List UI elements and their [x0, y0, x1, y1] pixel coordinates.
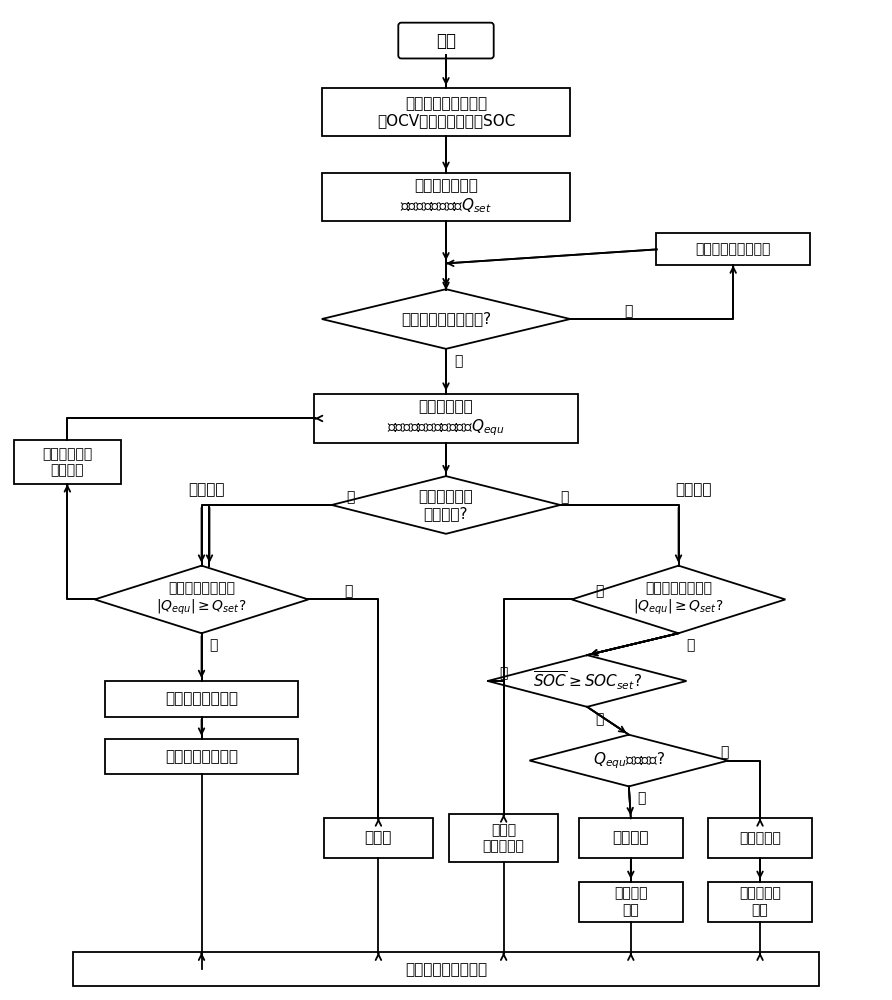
Text: 获取电压、电流信息
由OCV标定电池组初始SOC: 获取电压、电流信息 由OCV标定电池组初始SOC	[376, 96, 516, 128]
Text: $\overline{SOC}\geq SOC_{set}$?: $\overline{SOC}\geq SOC_{set}$?	[533, 670, 641, 692]
Text: 否: 否	[346, 490, 355, 504]
Bar	[73, 952, 819, 986]
Bar	[657, 233, 810, 265]
Text: 是: 是	[210, 638, 218, 652]
Text: 是: 是	[560, 490, 568, 504]
Text: 控制器接收到
充电信号?: 控制器接收到 充电信号?	[418, 489, 474, 521]
Text: 开始: 开始	[436, 32, 456, 50]
Text: 是: 是	[454, 354, 462, 368]
Text: 满足电池一致性要求?: 满足电池一致性要求?	[401, 312, 491, 327]
Text: 进行故障监测
更新各单体对应均衡电量$Q_{equ}$: 进行故障监测 更新各单体对应均衡电量$Q_{equ}$	[387, 399, 505, 438]
Text: 否: 否	[720, 746, 729, 760]
Polygon shape	[322, 289, 570, 349]
Bar	[13, 440, 121, 484]
Text: 否: 否	[500, 666, 508, 680]
Text: 初始化均衡系统
设定均衡电量阈值$Q_{set}$: 初始化均衡系统 设定均衡电量阈值$Q_{set}$	[400, 178, 492, 215]
Text: 低容量故障
分级: 低容量故障 分级	[739, 887, 781, 917]
Bar	[579, 818, 683, 858]
Bar	[449, 814, 558, 862]
Text: 短路或低容量故障: 短路或低容量故障	[165, 691, 238, 706]
Text: 发送故障预警信号: 发送故障预警信号	[165, 749, 238, 764]
Text: 否: 否	[595, 584, 603, 598]
Bar	[314, 394, 578, 443]
Bar	[579, 882, 683, 922]
Text: 短路或
低容量故障: 短路或 低容量故障	[483, 823, 524, 853]
Bar	[322, 173, 570, 221]
Bar	[104, 681, 299, 717]
Text: 短路电阻
估计: 短路电阻 估计	[614, 887, 648, 917]
Bar	[708, 818, 813, 858]
Text: 初始不一致状态均衡: 初始不一致状态均衡	[696, 242, 771, 256]
Text: 执行下一时刻
均衡控制: 执行下一时刻 均衡控制	[42, 447, 93, 477]
Polygon shape	[332, 476, 560, 534]
Text: 低容量故障: 低容量故障	[739, 831, 781, 845]
Polygon shape	[488, 655, 687, 707]
Bar	[324, 818, 434, 858]
FancyBboxPatch shape	[399, 23, 493, 58]
Polygon shape	[572, 566, 785, 633]
Text: 无故障: 无故障	[365, 831, 392, 846]
Text: $Q_{equ}$单调增大?: $Q_{equ}$单调增大?	[593, 750, 665, 771]
Text: 否: 否	[624, 304, 633, 318]
Text: 预设均衡电量判断
$|Q_{equ}|\geq Q_{set}$?: 预设均衡电量判断 $|Q_{equ}|\geq Q_{set}$?	[156, 582, 247, 617]
Bar	[104, 739, 299, 774]
Text: 充电模式: 充电模式	[675, 483, 712, 498]
Text: 行驶模式: 行驶模式	[188, 483, 225, 498]
Bar	[708, 882, 813, 922]
Bar	[322, 88, 570, 136]
Text: 否: 否	[344, 584, 353, 598]
Text: 短路故障: 短路故障	[613, 831, 649, 846]
Text: 是: 是	[595, 712, 604, 726]
Text: 是: 是	[687, 638, 695, 652]
Polygon shape	[530, 735, 728, 786]
Text: 预设均衡电量判断
$|Q_{equ}|\geq Q_{set}$?: 预设均衡电量判断 $|Q_{equ}|\geq Q_{set}$?	[633, 582, 723, 617]
Text: 是: 是	[637, 791, 645, 805]
Text: 电池组故障状态更新: 电池组故障状态更新	[405, 962, 487, 977]
Polygon shape	[95, 566, 309, 633]
